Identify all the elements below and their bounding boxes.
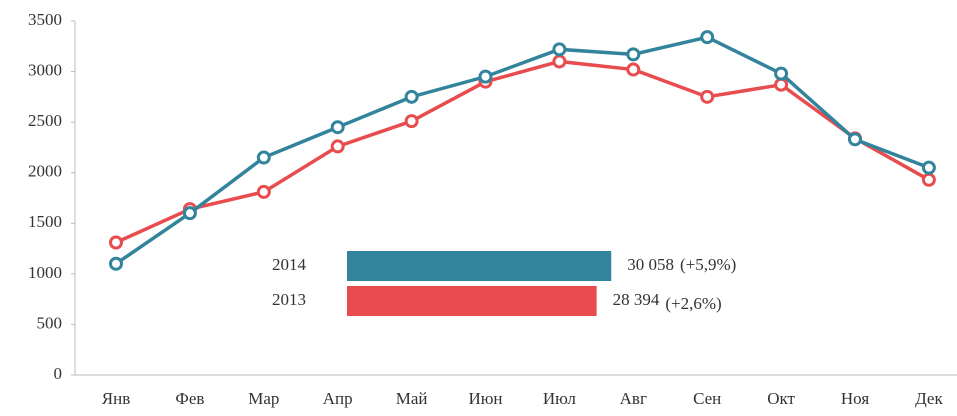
bar <box>347 286 597 316</box>
annotation: (+5,9%) <box>680 255 736 274</box>
point <box>109 235 123 250</box>
point <box>404 114 419 129</box>
point <box>700 30 715 45</box>
x-tick-label: Ноя <box>841 389 869 408</box>
point <box>256 184 271 199</box>
y-tick-label: 2500 <box>28 111 62 130</box>
point <box>774 77 789 92</box>
bar-label: 2014 <box>272 255 307 274</box>
y-tick-label: 2000 <box>28 162 62 181</box>
point <box>626 62 641 77</box>
y-tick-label: 500 <box>37 313 63 332</box>
value-label: 28 394 <box>613 290 660 309</box>
x-tick-label: Фев <box>175 389 204 408</box>
point <box>182 206 197 221</box>
point <box>330 139 345 154</box>
value-label: 30 058 <box>627 255 674 274</box>
series-line <box>115 59 930 245</box>
x-tick-label: Дек <box>915 389 943 408</box>
y-tick-label: 1000 <box>28 263 62 282</box>
x-tick-label: Июл <box>543 389 577 408</box>
x-tick-label: Мар <box>248 389 279 408</box>
point <box>330 120 345 135</box>
y-tick-label: 3000 <box>28 60 62 79</box>
x-tick-label: Авг <box>620 389 647 408</box>
point <box>404 89 419 104</box>
bar-label: 2013 <box>272 290 306 309</box>
annotation: (+2,6%) <box>665 294 721 313</box>
x-tick-label: Янв <box>102 389 130 408</box>
point <box>552 42 567 57</box>
y-tick-label: 3500 <box>28 10 62 29</box>
point <box>848 132 862 147</box>
x-tick-label: Июн <box>468 389 502 408</box>
x-tick-label: Окт <box>767 389 795 408</box>
x-tick-label: Май <box>396 389 428 408</box>
point <box>774 66 789 81</box>
point <box>626 47 641 62</box>
x-tick-label: Сен <box>693 389 721 408</box>
point <box>109 256 123 271</box>
point <box>256 150 271 165</box>
y-tick-label: 1500 <box>28 212 62 231</box>
point <box>478 69 493 84</box>
point <box>921 172 936 187</box>
y-tick-label: 0 <box>54 364 63 383</box>
point <box>552 54 567 69</box>
point <box>700 89 715 104</box>
bar <box>347 251 612 281</box>
x-tick-label: Апр <box>323 389 353 408</box>
series-line <box>115 35 930 266</box>
point <box>921 160 936 175</box>
